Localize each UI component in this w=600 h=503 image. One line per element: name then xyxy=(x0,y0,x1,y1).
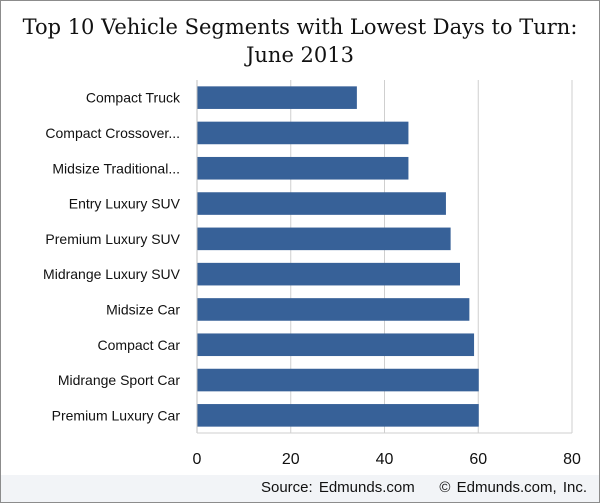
category-label-3: Entry Luxury SUV xyxy=(69,196,181,212)
category-label-0: Compact Truck xyxy=(86,90,181,106)
source-credit: Source: Edmunds.com © Edmunds.com, Inc. xyxy=(261,479,587,496)
category-label-1: Compact Crossover... xyxy=(45,125,180,141)
category-label-9: Premium Luxury Car xyxy=(52,407,181,423)
bar-7 xyxy=(197,333,475,357)
x-tick-label-0: 0 xyxy=(193,451,202,468)
category-label-5: Midrange Luxury SUV xyxy=(43,266,181,282)
bar-8 xyxy=(197,368,479,392)
category-label-7: Compact Car xyxy=(98,337,181,353)
chart-title: Top 10 Vehicle Segments with Lowest Days… xyxy=(1,13,599,69)
x-tick-label-60: 60 xyxy=(469,451,487,468)
category-label-4: Premium Luxury SUV xyxy=(45,231,180,247)
bar-4 xyxy=(197,227,451,251)
bar-5 xyxy=(197,262,460,286)
bar-6 xyxy=(197,298,470,321)
category-label-2: Midsize Traditional... xyxy=(52,160,180,176)
category-label-6: Midsize Car xyxy=(106,301,180,317)
x-tick-label-40: 40 xyxy=(376,451,394,468)
x-tick-label-80: 80 xyxy=(563,451,581,468)
footer: Source: Edmunds.com © Edmunds.com, Inc. xyxy=(1,475,599,502)
source-text: Source: Edmunds.com xyxy=(260,479,415,496)
category-label-8: Midrange Sport Car xyxy=(58,372,181,388)
bar-1 xyxy=(197,121,409,145)
bar-0 xyxy=(197,86,357,109)
chart-title-line-1: Top 10 Vehicle Segments with Lowest Days… xyxy=(22,15,578,39)
bar-chart: Compact Truck Compact Crossover... Midsize… xyxy=(43,80,581,468)
bar-2 xyxy=(197,156,409,180)
chart-title-line-2: June 2013 xyxy=(245,43,354,67)
bar-9 xyxy=(197,404,479,427)
bar-3 xyxy=(197,192,446,215)
copyright-text: © Edmunds.com, Inc. xyxy=(439,479,587,496)
x-tick-label-20: 20 xyxy=(282,451,300,468)
